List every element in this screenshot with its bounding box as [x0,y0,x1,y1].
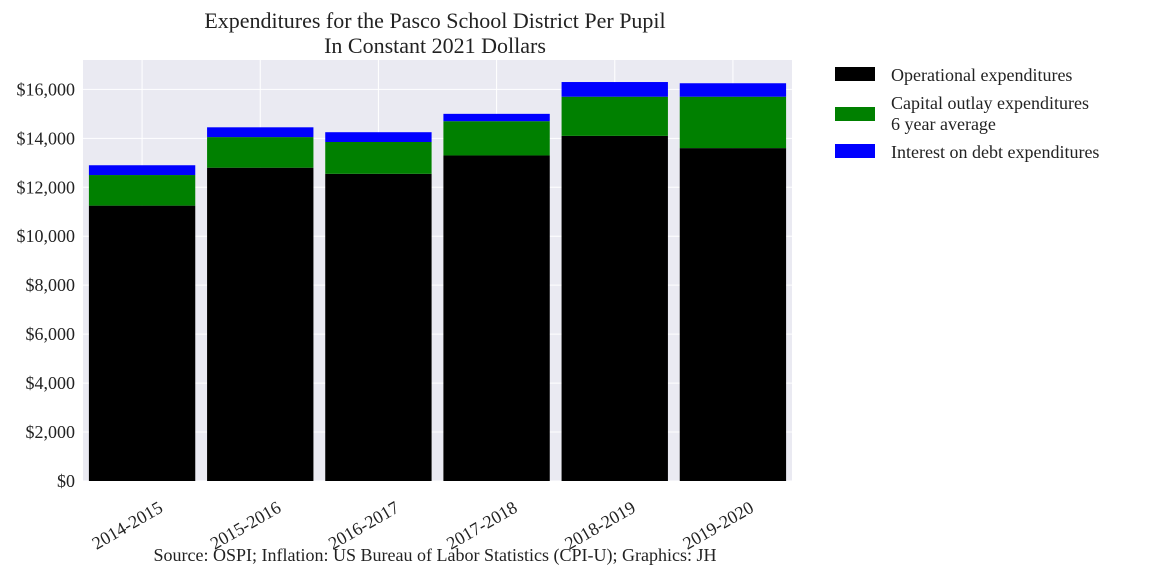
legend: Operational expenditures Capital outlay … [835,65,1099,162]
bar-segment-2015-2016-s2 [207,127,314,138]
bar-segment-2017-2018-s2 [443,113,550,122]
legend-swatch-interest [835,144,875,158]
bar-segment-2017-2018-s0 [443,155,550,482]
y-tick-label: $2,000 [26,422,76,442]
bar-segment-2016-2017-s1 [325,141,432,174]
y-tick-label: $8,000 [26,275,76,295]
y-tick-label: $10,000 [17,226,76,246]
bars [88,82,787,482]
y-tick-label: $6,000 [26,324,76,344]
y-tick-label: $0 [57,471,75,491]
bar-segment-2019-2020-s1 [679,96,787,149]
bar-segment-2016-2017-s2 [325,132,432,142]
bar-segment-2014-2015-s0 [88,205,196,481]
y-tick-label: $16,000 [17,79,76,99]
bar-segment-2018-2019-s1 [561,96,668,136]
chart-title: Expenditures for the Pasco School Distri… [204,8,665,33]
bar-segment-2018-2019-s0 [561,135,668,481]
legend-swatch-capital [835,107,875,121]
bar-segment-2015-2016-s1 [207,137,314,168]
bar-segment-2019-2020-s0 [679,148,787,481]
y-tick-label: $4,000 [26,373,76,393]
legend-label-capital-line2: 6 year average [891,114,996,134]
chart-subtitle: In Constant 2021 Dollars [324,33,546,58]
legend-label-capital: Capital outlay expenditures [891,93,1089,113]
y-axis-ticks: $0 $2,000 $4,000 $6,000 $8,000 $10,000 $12,000… [17,79,76,491]
bar-segment-2016-2017-s0 [325,173,432,481]
y-tick-label: $14,000 [17,128,76,148]
bar-segment-2015-2016-s0 [207,167,314,481]
bar-segment-2018-2019-s2 [561,82,668,97]
plot-area [83,60,792,481]
bar-segment-2017-2018-s1 [443,121,550,156]
legend-swatch-operational [835,67,875,81]
bar-segment-2014-2015-s2 [88,165,196,176]
legend-label-interest: Interest on debt expenditures [891,142,1099,162]
bar-segment-2014-2015-s1 [88,175,196,206]
source-note: Source: OSPI; Inflation: US Bureau of La… [154,545,717,566]
y-tick-label: $12,000 [17,177,76,197]
bar-segment-2019-2020-s2 [679,83,787,97]
legend-label-operational: Operational expenditures [891,65,1072,85]
